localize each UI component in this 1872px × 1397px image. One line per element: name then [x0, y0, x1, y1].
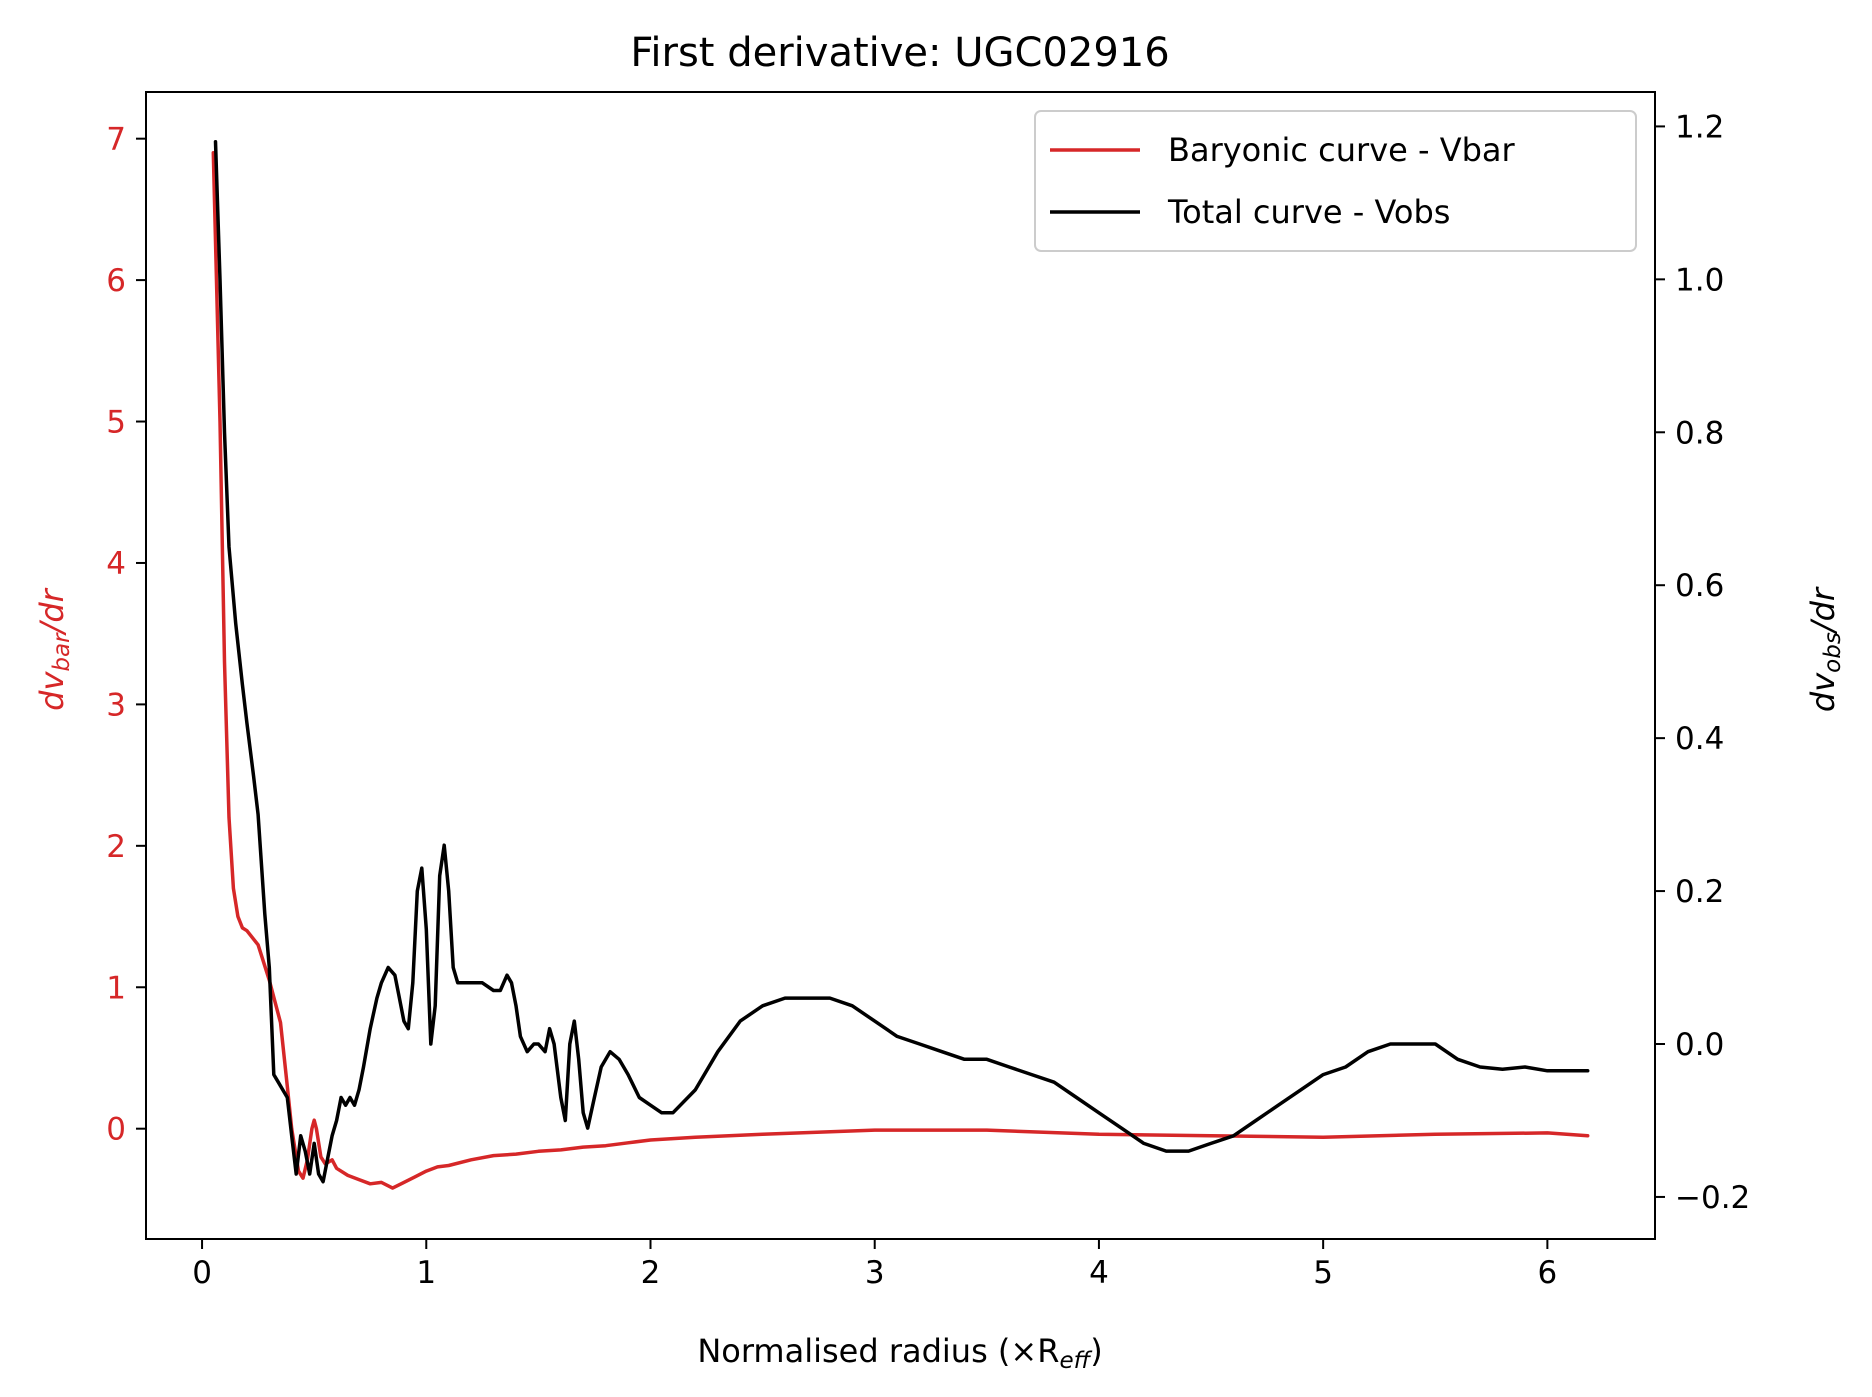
legend: Baryonic curve - Vbar Total curve - Vobs: [1034, 110, 1637, 252]
y-left-tick-label: 5: [106, 405, 126, 441]
series-line-total: [213, 139, 1590, 1184]
y-right-tick-label: 0.4: [1675, 721, 1724, 757]
chart-title: First derivative: UGC02916: [630, 30, 1169, 76]
legend-label-total: Total curve - Vobs: [1167, 193, 1450, 231]
x-axis-label: Normalised radius (×Reff): [697, 1332, 1102, 1374]
x-tick-label: 0: [192, 1255, 212, 1291]
x-tick-label: 3: [865, 1255, 885, 1291]
y-axis-right: −0.2 0.0 0.2 0.4 0.6 0.8 1.0 1.2: [1655, 109, 1750, 1216]
x-tick-label: 4: [1089, 1255, 1109, 1291]
y-right-tick-label: −0.2: [1675, 1180, 1750, 1216]
y-left-tick-label: 4: [106, 546, 126, 582]
x-tick-label: 5: [1313, 1255, 1333, 1291]
legend-box: [1034, 110, 1637, 252]
y-axis-left: 0 1 2 3 4 5 6 7: [106, 122, 146, 1148]
y-left-tick-label: 3: [106, 687, 126, 723]
x-tick-label: 6: [1538, 1255, 1558, 1291]
y-right-tick-label: 0.8: [1675, 415, 1724, 451]
legend-label-baryonic: Baryonic curve - Vbar: [1168, 131, 1516, 169]
x-tick-label: 1: [416, 1255, 436, 1291]
y-right-tick-label: 0.6: [1675, 568, 1724, 604]
plot-frame: [145, 91, 1656, 1240]
x-tick-label: 2: [641, 1255, 661, 1291]
y-right-tick-label: 0.2: [1675, 874, 1724, 910]
x-axis: 0 1 2 3 4 5 6: [192, 1239, 1557, 1291]
y-right-tick-label: 1.2: [1675, 109, 1724, 145]
y-axis-left-label: dvbar/dr: [33, 587, 75, 711]
y-left-tick-label: 0: [106, 1112, 126, 1148]
y-axis-right-label: dvobs/dr: [1804, 586, 1846, 712]
y-right-tick-label: 1.0: [1675, 262, 1724, 298]
series-layer: [211, 139, 1590, 1190]
y-left-tick-label: 6: [106, 263, 126, 299]
y-right-tick-label: 0.0: [1675, 1027, 1724, 1063]
y-left-tick-label: 7: [106, 122, 126, 158]
series-line-baryonic: [211, 151, 1590, 1190]
y-left-tick-label: 1: [106, 970, 126, 1006]
y-left-tick-label: 2: [106, 829, 126, 865]
